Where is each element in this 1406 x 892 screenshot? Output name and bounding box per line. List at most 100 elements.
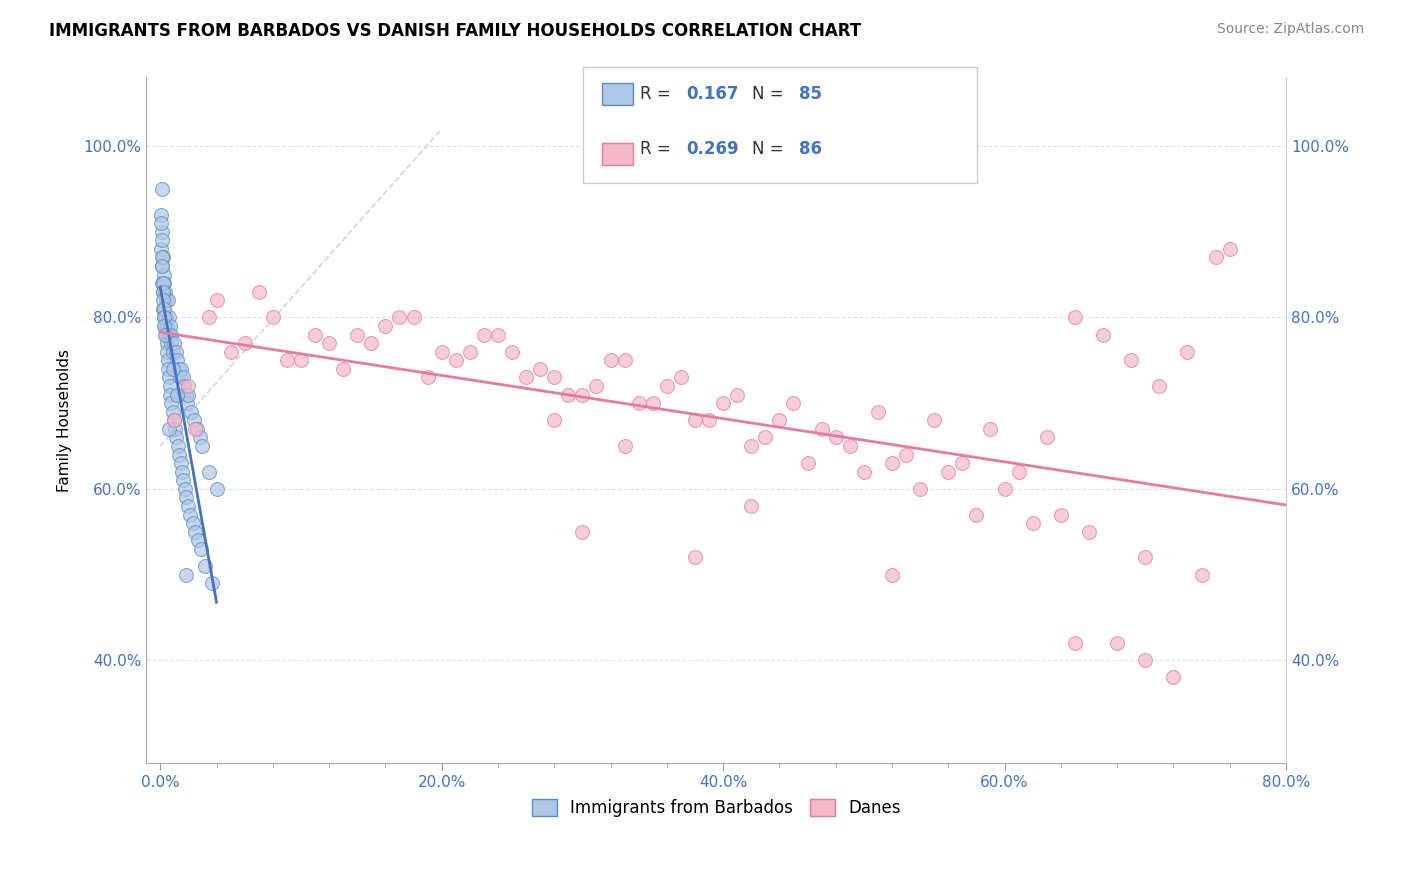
Point [571,387,593,401]
Point [156,293,179,308]
Point [150,276,173,290]
Point [162,362,184,376]
Point [152,293,174,308]
Point [172,473,194,487]
Point [150,233,173,247]
Point [163,336,186,351]
Point [304,327,326,342]
Point [472,327,495,342]
Point [184,422,207,436]
Point [950,456,973,470]
Point [153,318,176,333]
Point [201,576,224,591]
Point [1007,465,1029,479]
Point [163,413,186,427]
Point [157,362,180,376]
Point [153,310,176,325]
Point [186,422,208,436]
Point [501,344,523,359]
Point [543,413,565,427]
Point [187,533,209,548]
Point [852,465,875,479]
Point [669,370,692,384]
Point [174,567,197,582]
Text: Source: ZipAtlas.com: Source: ZipAtlas.com [1216,22,1364,37]
Point [159,387,181,401]
Point [782,396,804,410]
Point [402,310,425,325]
Point [1107,636,1129,650]
Point [173,482,195,496]
Point [571,524,593,539]
Legend: Immigrants from Barbados, Danes: Immigrants from Barbados, Danes [524,792,907,823]
Point [486,327,509,342]
Point [150,251,173,265]
Point [156,353,179,368]
Point [156,318,179,333]
Point [153,318,176,333]
Point [167,362,190,376]
Point [166,353,188,368]
Point [150,242,173,256]
Point [152,251,174,265]
Point [866,405,889,419]
Point [894,448,917,462]
Point [183,413,205,427]
Point [641,396,664,410]
Point [740,499,762,513]
Point [529,362,551,376]
Point [155,293,177,308]
Text: 0.167: 0.167 [686,85,738,103]
Point [150,225,173,239]
Point [188,430,211,444]
Point [444,353,467,368]
Point [198,310,221,325]
Point [159,379,181,393]
Text: R =: R = [640,85,676,103]
Point [543,370,565,384]
Point [170,465,193,479]
Point [1135,653,1157,667]
Text: R =: R = [640,140,676,158]
Point [697,413,720,427]
Point [1063,636,1085,650]
Point [152,276,174,290]
Point [824,430,846,444]
Point [1177,344,1199,359]
Point [152,285,174,299]
Point [247,285,270,299]
Point [936,465,959,479]
Text: N =: N = [752,85,789,103]
Point [711,396,734,410]
Point [174,387,197,401]
Point [1219,242,1241,256]
Text: N =: N = [752,140,789,158]
Point [159,327,181,342]
Point [191,439,214,453]
Point [683,550,706,565]
Point [160,336,183,351]
Point [153,276,176,290]
Point [416,370,439,384]
Point [233,336,256,351]
Point [880,456,903,470]
Point [174,491,197,505]
Point [1135,550,1157,565]
Point [153,327,176,342]
Point [205,293,228,308]
Point [810,422,832,436]
Point [1035,430,1057,444]
Point [332,362,354,376]
Text: 86: 86 [799,140,821,158]
Point [157,370,180,384]
Point [152,285,174,299]
Point [585,379,607,393]
Point [181,516,204,530]
Point [1092,327,1115,342]
Point [627,396,650,410]
Point [176,499,198,513]
Point [219,344,242,359]
Text: IMMIGRANTS FROM BARBADOS VS DANISH FAMILY HOUSEHOLDS CORRELATION CHART: IMMIGRANTS FROM BARBADOS VS DANISH FAMIL… [49,22,862,40]
Point [276,353,298,368]
Point [796,456,818,470]
